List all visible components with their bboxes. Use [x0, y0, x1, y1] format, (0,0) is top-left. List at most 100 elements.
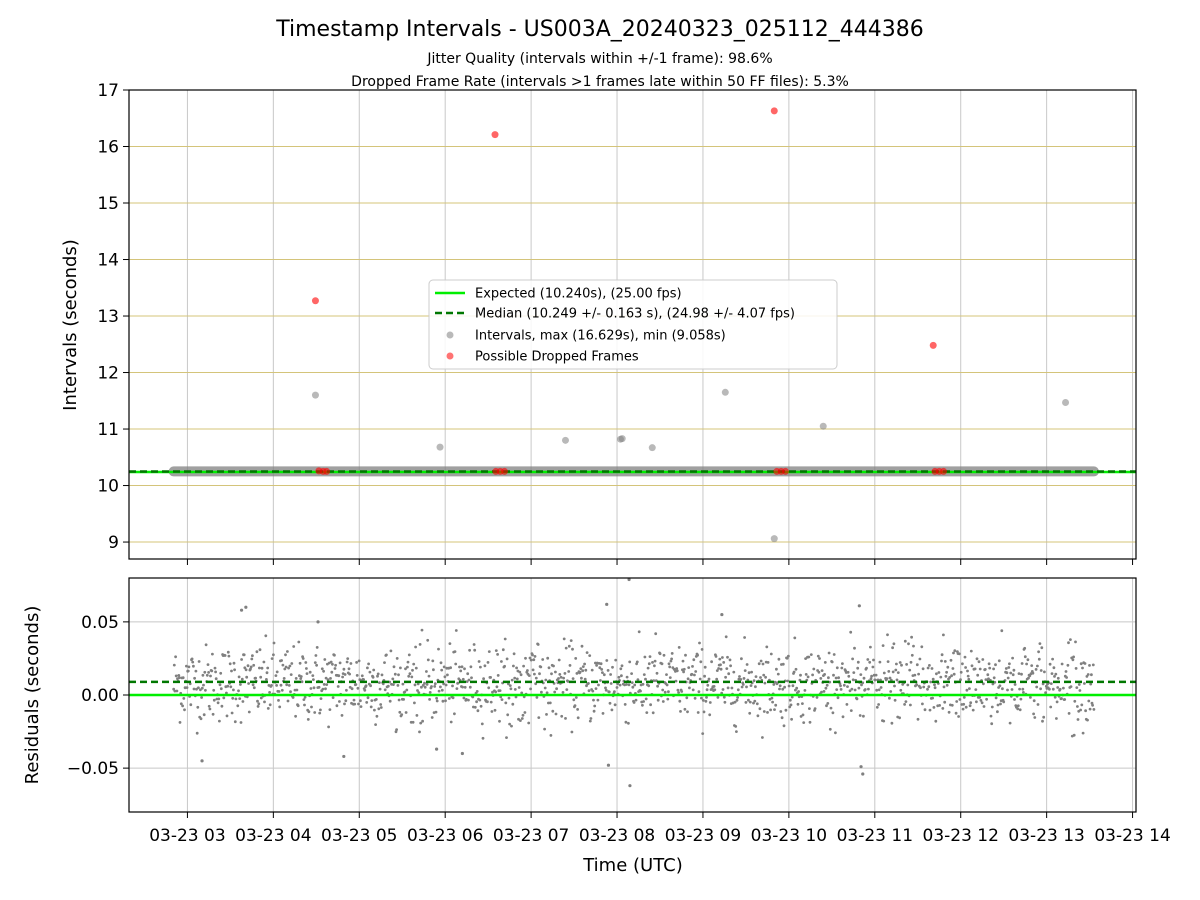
residual-point	[236, 704, 240, 708]
residual-point	[435, 696, 438, 700]
residual-point	[958, 698, 962, 701]
residual-point	[554, 670, 557, 674]
residual-point	[1072, 655, 1075, 659]
residual-point	[418, 730, 421, 734]
residual-point	[906, 683, 910, 687]
residual-point	[756, 714, 760, 718]
residual-point	[285, 683, 289, 687]
residual-point	[303, 703, 306, 707]
residual-point	[527, 721, 531, 725]
residual-point	[759, 659, 763, 663]
residual-point	[528, 656, 532, 660]
residual-point	[835, 666, 839, 670]
residual-point	[539, 665, 543, 669]
residual-point	[407, 674, 411, 678]
residual-point	[725, 667, 729, 670]
residual-point	[534, 676, 538, 680]
residual-point	[515, 666, 518, 670]
residual-point	[859, 673, 863, 676]
residual-point	[417, 691, 421, 694]
interval-point	[616, 435, 624, 443]
residual-point	[703, 674, 706, 678]
residual-point	[899, 688, 903, 692]
residual-point	[609, 682, 613, 685]
residual-point	[736, 696, 739, 699]
residual-point	[245, 675, 249, 679]
residual-point	[574, 657, 578, 660]
residual-point	[468, 648, 471, 652]
residual-point	[623, 703, 627, 706]
residual-point	[182, 697, 186, 700]
residual-point	[442, 682, 445, 686]
x-tick-label: 03-23 13	[1008, 826, 1084, 846]
residual-point	[278, 705, 282, 709]
residual-point	[558, 673, 562, 676]
residual-point	[713, 688, 717, 692]
residual-point	[564, 717, 567, 720]
intervals-y-tick-label: 9	[108, 533, 119, 553]
residual-point	[239, 683, 242, 686]
residual-point	[1008, 721, 1012, 725]
intervals-y-ticks: 9 10 11 12 13 14 15 16 17	[97, 81, 129, 553]
residual-point	[701, 732, 705, 735]
residual-point	[675, 669, 679, 673]
residual-point	[1018, 708, 1022, 712]
residual-point	[383, 661, 386, 664]
residual-point	[569, 639, 573, 642]
residual-point	[862, 676, 866, 680]
residual-point	[299, 677, 303, 680]
residual-point	[794, 667, 798, 671]
residual-point	[194, 669, 198, 673]
residual-point	[987, 662, 991, 666]
residual-point	[378, 687, 382, 691]
residual-point	[778, 684, 782, 688]
residual-point	[717, 667, 720, 670]
residual-point	[406, 665, 409, 669]
residual-point	[197, 660, 201, 663]
residual-point	[428, 691, 432, 694]
residual-point	[226, 650, 230, 654]
residual-point	[366, 696, 370, 700]
residual-point	[982, 705, 986, 708]
residual-point	[400, 713, 404, 716]
residual-point	[214, 670, 218, 674]
residual-point	[372, 668, 376, 672]
residual-point	[782, 724, 786, 728]
residual-point	[282, 677, 286, 680]
residual-point	[690, 672, 694, 676]
residual-point	[414, 645, 417, 649]
residual-point	[649, 703, 652, 707]
residual-point	[1091, 663, 1095, 667]
residual-point	[961, 662, 964, 666]
residual-point	[857, 686, 861, 690]
residual-point	[931, 677, 935, 681]
residual-point	[463, 685, 467, 689]
residual-point	[591, 689, 595, 693]
residual-point	[916, 717, 920, 721]
residual-point	[1072, 733, 1076, 737]
residual-point	[1079, 662, 1083, 666]
residual-point	[624, 720, 628, 724]
residual-point	[505, 657, 509, 661]
residual-point	[318, 711, 322, 715]
residual-point	[849, 630, 853, 634]
residual-point	[565, 688, 569, 691]
residual-point	[440, 668, 444, 672]
residual-point	[691, 665, 694, 668]
residual-point	[220, 704, 224, 708]
residual-point	[333, 667, 337, 670]
residual-point	[177, 674, 181, 677]
residual-point	[846, 670, 850, 674]
residual-point	[519, 719, 522, 722]
residual-point	[580, 676, 583, 680]
residual-point	[826, 702, 830, 705]
residual-point	[663, 690, 667, 694]
residual-point	[1027, 676, 1030, 680]
residual-point	[296, 704, 300, 708]
residual-point	[928, 664, 931, 667]
residual-point	[588, 654, 592, 657]
residual-point	[357, 702, 360, 706]
residual-point	[251, 654, 254, 658]
residual-point	[943, 700, 947, 704]
